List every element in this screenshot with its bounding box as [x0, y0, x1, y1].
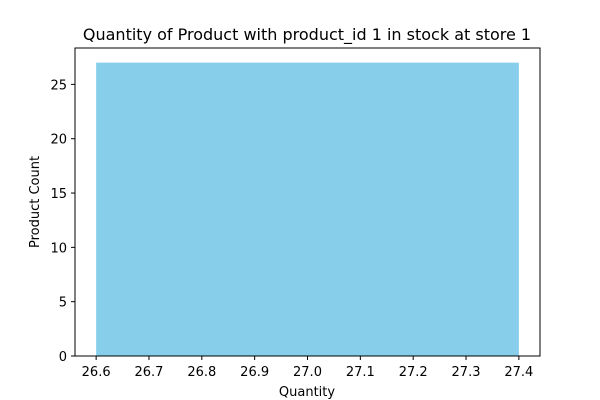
y-tick-label: 0 — [59, 350, 67, 365]
x-tick-label: 26.9 — [240, 365, 269, 380]
y-tick-label: 20 — [50, 133, 67, 148]
y-axis-ticks: 0 5 10 15 20 25 — [50, 78, 75, 365]
bar-0 — [96, 62, 519, 357]
x-axis-label: Quantity — [279, 385, 335, 400]
chart-title: Quantity of Product with product_id 1 in… — [83, 25, 531, 45]
y-axis-label: Product Count — [28, 156, 43, 248]
x-axis-ticks: 26.6 26.7 26.8 26.9 27.0 27.1 27.2 27.3 27.4 — [82, 356, 533, 380]
x-tick-label: 27.2 — [399, 365, 428, 380]
y-tick-label: 15 — [50, 187, 67, 202]
y-tick-label: 25 — [50, 78, 67, 93]
x-tick-label: 27.3 — [452, 365, 481, 380]
x-tick-label: 26.6 — [82, 365, 111, 380]
bars-group — [96, 62, 519, 357]
x-tick-label: 27.1 — [346, 365, 375, 380]
x-tick-label: 27.4 — [504, 365, 533, 380]
x-tick-label: 26.8 — [187, 365, 216, 380]
plot-frame — [74, 47, 541, 357]
y-tick-label: 10 — [50, 241, 67, 256]
x-tick-label: 26.7 — [135, 365, 164, 380]
x-tick-label: 27.0 — [293, 365, 322, 380]
y-tick-label: 5 — [59, 296, 67, 311]
